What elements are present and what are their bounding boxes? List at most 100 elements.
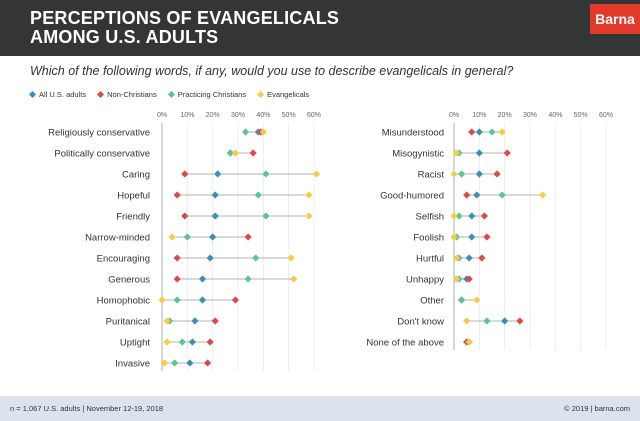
data-point <box>252 254 260 262</box>
data-point <box>206 254 214 262</box>
data-point <box>186 359 194 367</box>
data-point <box>478 254 486 262</box>
data-point <box>181 212 189 220</box>
data-point <box>475 170 483 178</box>
data-point <box>468 128 476 136</box>
data-point <box>171 359 179 367</box>
x-tick-label: 20% <box>206 112 220 119</box>
category-label: Politically conservative <box>54 149 150 160</box>
chart-title: PERCEPTIONS OF EVANGELICALS AMONG U.S. A… <box>30 8 340 47</box>
category-label: Hurtful <box>416 254 444 265</box>
data-point <box>198 296 207 304</box>
data-point <box>458 170 466 178</box>
data-point <box>160 359 169 367</box>
data-point <box>188 338 196 346</box>
data-point <box>475 149 483 157</box>
diamond-icon <box>28 90 37 99</box>
data-point <box>468 233 476 241</box>
data-point <box>473 191 481 199</box>
data-point <box>465 254 473 262</box>
x-tick-label: 10% <box>180 112 194 119</box>
data-point <box>480 212 488 220</box>
legend-label: Evangelicals <box>267 90 310 99</box>
category-label: Caring <box>122 170 150 181</box>
legend-label: All U.S. adults <box>39 90 87 99</box>
x-tick-label: 60% <box>599 112 613 119</box>
data-point <box>178 338 186 346</box>
data-point <box>450 170 458 178</box>
data-point <box>168 233 176 241</box>
data-point <box>463 191 471 199</box>
header-banner: PERCEPTIONS OF EVANGELICALS AMONG U.S. A… <box>0 0 640 56</box>
diamond-icon <box>257 90 265 99</box>
category-label: Misogynistic <box>392 149 444 160</box>
data-point <box>473 296 481 304</box>
sample-note: n = 1,067 U.S. adults | November 12-19, … <box>10 404 164 413</box>
data-point <box>483 233 491 241</box>
data-point <box>209 233 217 241</box>
data-point <box>204 359 212 367</box>
category-label: Other <box>420 296 444 307</box>
barna-logo[interactable]: Barna <box>590 4 640 34</box>
legend-label: Non-Christians <box>107 90 157 99</box>
data-point <box>501 317 509 325</box>
legend-item-evangelicals: Evangelicals <box>257 90 310 99</box>
dot-plot: 0% 10% 20% 30% 40% 50% 60% Religiously conserva… <box>48 112 613 371</box>
data-point <box>231 149 240 157</box>
data-point <box>450 233 458 241</box>
data-point <box>214 170 222 178</box>
data-point <box>183 233 191 241</box>
data-point <box>173 254 181 262</box>
category-label: None of the above <box>366 338 444 349</box>
data-point <box>226 149 234 157</box>
data-point <box>498 191 506 199</box>
data-point <box>475 128 483 136</box>
x-tick-label: 60% <box>307 112 321 119</box>
data-point <box>173 296 181 304</box>
legend-item-non-christians: Non-Christians <box>97 90 157 99</box>
data-point <box>290 275 298 283</box>
data-point <box>493 170 501 178</box>
category-label: Misunderstood <box>382 128 444 139</box>
data-point <box>312 170 321 178</box>
data-point <box>259 128 267 136</box>
copyright: © 2019 | barna.com <box>564 404 630 413</box>
x-tick-label: 40% <box>548 112 562 119</box>
data-point <box>483 317 491 325</box>
data-point <box>516 317 524 325</box>
data-point <box>452 149 461 157</box>
data-point <box>198 275 207 283</box>
data-point <box>163 338 171 346</box>
category-label: Unhappy <box>406 275 444 286</box>
x-tick-label: 0% <box>157 112 167 119</box>
category-label: Uptight <box>120 338 150 349</box>
category-label: Good-humored <box>380 191 444 202</box>
legend-item-all: All U.S. adults <box>28 90 87 99</box>
x-tick-label: 50% <box>574 112 588 119</box>
data-point <box>262 170 270 178</box>
data-point <box>539 191 547 199</box>
data-point <box>249 149 257 157</box>
data-point <box>163 317 171 325</box>
data-point <box>468 212 476 220</box>
data-point <box>452 254 461 262</box>
data-point <box>488 128 496 136</box>
data-point <box>503 149 511 157</box>
diamond-icon <box>97 90 105 99</box>
category-label: Invasive <box>115 359 150 370</box>
category-label: Selfish <box>415 212 444 223</box>
diamond-icon <box>167 90 175 99</box>
data-point <box>498 128 506 136</box>
category-label: Homophobic <box>97 296 151 307</box>
data-point <box>463 317 471 325</box>
data-point <box>305 212 313 220</box>
data-point <box>244 275 252 283</box>
data-point <box>452 275 461 283</box>
legend-label: Practicing Christians <box>177 90 247 99</box>
data-point <box>206 338 214 346</box>
legend-item-practicing: Practicing Christians <box>167 90 247 99</box>
data-point <box>181 170 189 178</box>
data-point <box>455 212 463 220</box>
data-point <box>458 296 466 304</box>
data-point <box>254 191 262 199</box>
